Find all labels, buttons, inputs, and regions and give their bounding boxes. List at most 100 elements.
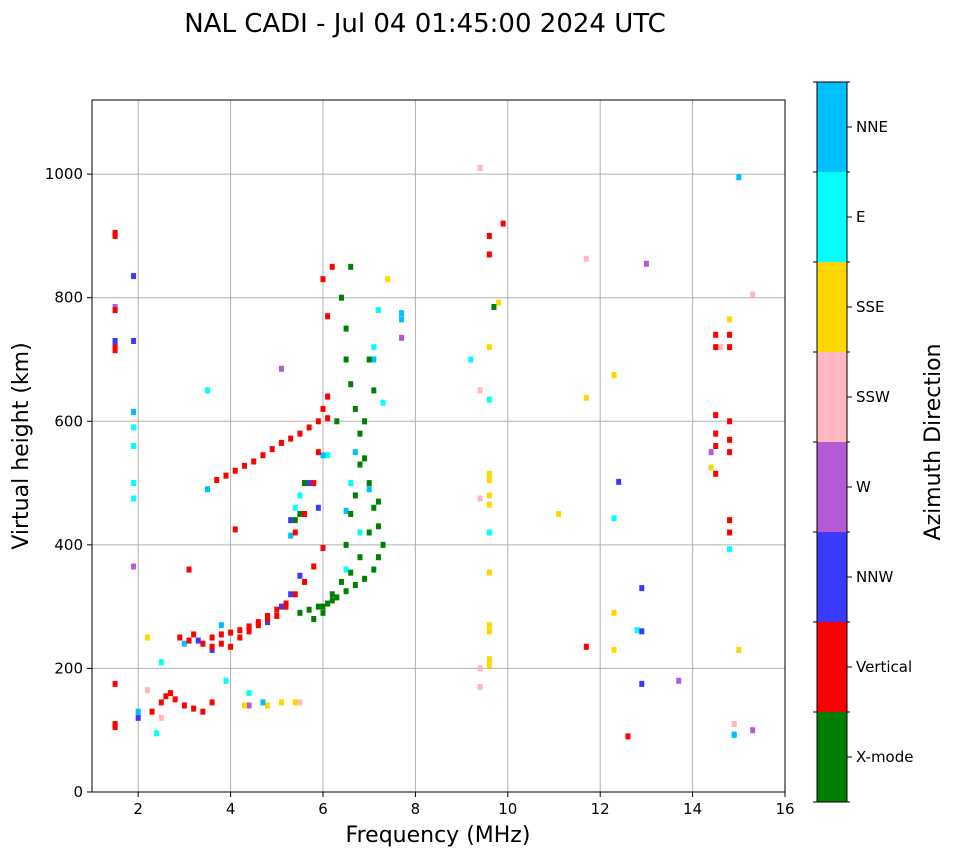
colorbar-label: Azimuth Direction [921,343,946,540]
data-point-vertical [302,510,308,517]
colorbar: X-mode Vertical NNW W SSW SSE E NNE [813,81,913,803]
x-axis-ticks: 2 4 6 8 10 12 14 16 [133,792,795,818]
data-point-sse [486,628,492,635]
data-point-nnw [135,714,141,721]
data-point-nne [288,532,294,539]
data-point-sse [292,699,298,706]
data-point-e [486,396,492,403]
data-point-vertical [112,680,118,687]
data-point-vertical [315,449,321,456]
data-point-vertical [232,526,238,533]
data-point-x-mode [348,381,354,388]
data-point-nnw [639,628,645,635]
data-point-ssw [477,164,483,171]
data-point-vertical [158,699,164,706]
data-point-x-mode [366,529,372,536]
data-point-vertical [727,418,733,425]
data-point-e [205,387,210,394]
data-point-nnw [195,637,201,644]
data-point-x-mode [371,566,377,573]
data-point-x-mode [315,603,321,610]
data-point-vertical [329,263,335,270]
data-point-w [676,677,682,684]
y-tick-label: 400 [54,536,83,554]
data-point-nne [366,486,372,493]
data-point-vertical [200,640,206,647]
data-point-e [486,529,492,536]
data-point-nne [218,622,224,629]
data-point-x-mode [375,498,381,505]
data-point-vertical [228,629,234,636]
data-point-sse [727,316,733,323]
data-point-sse [486,501,492,508]
data-point-ssw [158,714,164,721]
data-point-ssw [750,291,756,298]
data-point-vertical [246,623,252,630]
data-point-nnw [639,680,645,687]
data-point-vertical [278,439,284,446]
data-point-x-mode [357,430,363,437]
data-point-vertical [112,229,118,236]
data-point-x-mode [357,554,363,561]
data-point-ssw [717,344,723,351]
data-point-w [750,727,756,734]
data-point-x-mode [334,594,340,601]
data-point-vertical [727,436,733,443]
x-tick-label: 12 [591,800,610,818]
data-point-vertical [713,443,719,449]
data-point-nnw [131,337,137,344]
data-point-e [357,529,363,536]
data-point-x-mode [491,303,497,310]
data-point-sse [144,634,150,641]
data-point-vertical [315,418,321,425]
data-point-vertical [237,634,243,641]
data-point-e [131,424,137,431]
data-point-vertical [112,347,118,354]
data-point-sse [611,371,617,378]
data-point-x-mode [366,480,372,487]
data-point-x-mode [311,616,317,622]
y-axis-ticks: 0 200 400 600 800 1000 [45,165,92,801]
data-point-w [112,303,118,310]
data-point-vertical [265,612,271,619]
data-point-x-mode [325,600,331,607]
data-point-vertical [727,529,733,536]
x-tick-label: 10 [498,800,517,818]
data-point-x-mode [352,582,358,589]
data-point-x-mode [297,510,303,517]
data-point-nnw [306,480,312,487]
x-axis-label: Frequency (MHz) [346,823,531,848]
data-point-vertical [274,606,280,613]
data-point-vertical [713,412,719,419]
data-point-vertical [255,622,261,629]
data-point-vertical [181,702,187,709]
data-point-vertical [218,640,224,647]
y-tick-label: 0 [73,783,83,801]
data-point-vertical [163,693,169,700]
data-point-nne [399,316,405,323]
data-point-x-mode [292,517,298,524]
data-point-e [246,690,252,697]
data-point-vertical [325,313,331,320]
colorbar-segment [817,82,847,172]
data-point-x-mode [320,609,326,616]
data-points [112,164,756,740]
plot-frame [91,99,786,793]
data-point-nne [352,449,358,456]
data-point-vertical [713,344,719,351]
data-point-vertical [288,435,294,442]
data-point-sse [496,299,502,306]
data-point-vertical [241,462,247,469]
data-point-ssw [731,721,737,728]
x-tick-label: 8 [411,800,421,818]
y-tick-label: 200 [54,659,83,677]
data-point-vertical [112,721,118,728]
data-point-e [131,495,137,502]
data-point-nne [181,640,187,647]
data-point-vertical [214,476,220,483]
data-point-vertical [269,446,275,453]
data-point-vertical [186,637,192,644]
data-point-vertical [237,627,243,634]
data-point-vertical [209,643,215,650]
data-point-e [348,480,354,487]
